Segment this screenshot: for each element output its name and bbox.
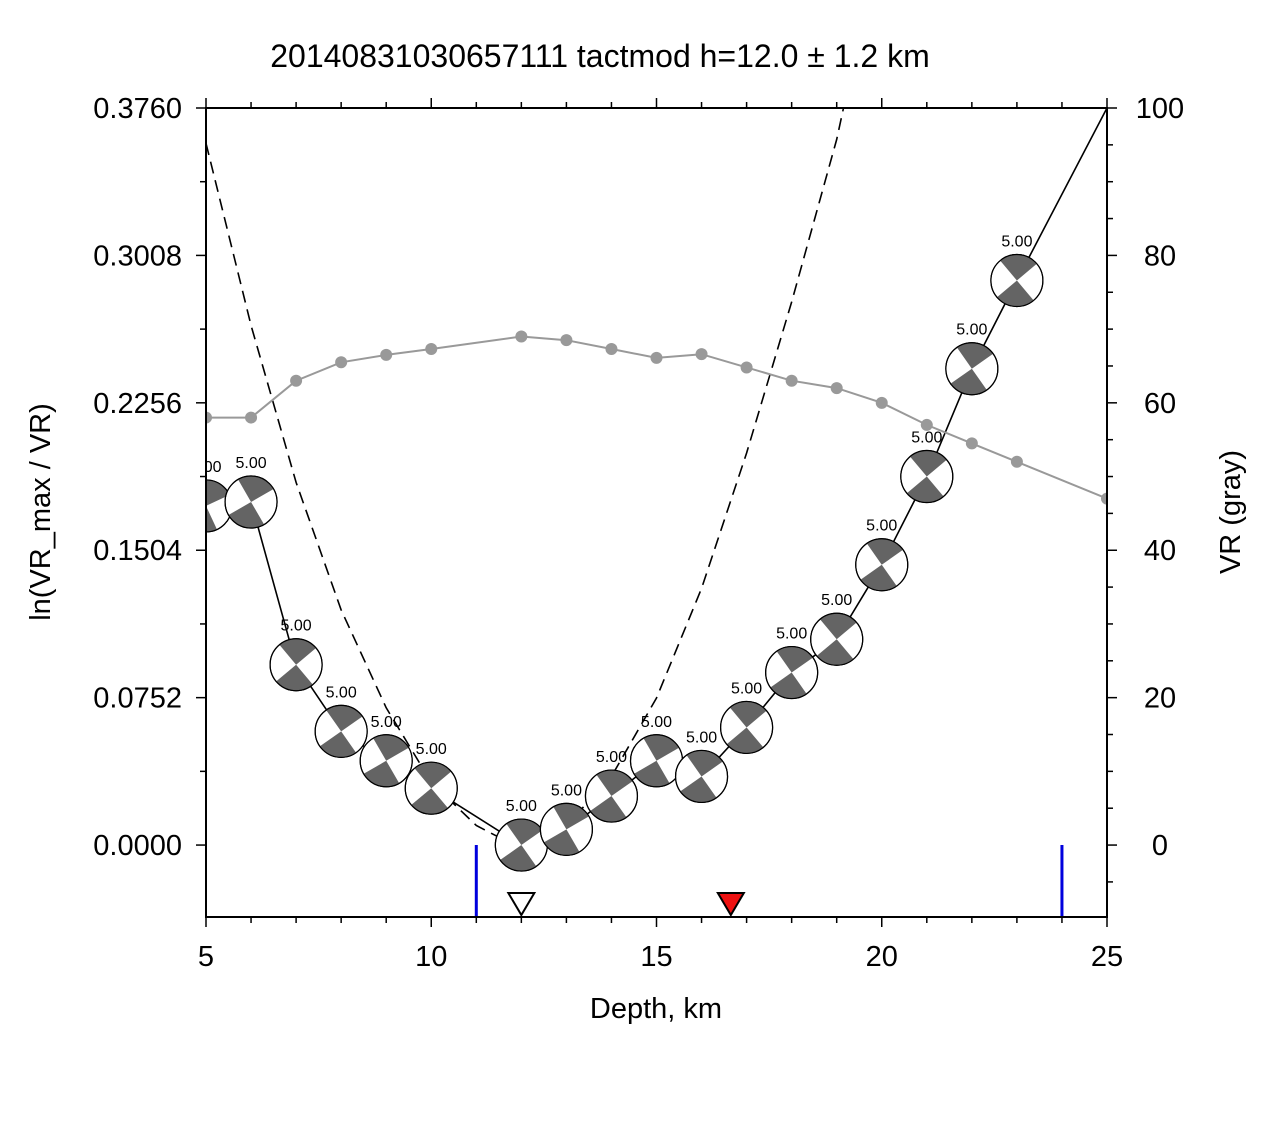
focal-mechanism: 5.00 bbox=[765, 626, 819, 700]
vr-point bbox=[425, 343, 438, 356]
vr-point bbox=[650, 351, 663, 364]
y-right-tick-label: 0 bbox=[1152, 830, 1168, 862]
x-tick-label: 15 bbox=[640, 941, 672, 973]
vr-point bbox=[605, 343, 618, 356]
vr-point bbox=[290, 374, 303, 387]
y-left-tick-label: 0.1504 bbox=[93, 535, 182, 567]
focal-mechanism: 5.00 bbox=[629, 714, 684, 788]
y-left-tick-label: 0.0752 bbox=[93, 683, 182, 715]
vr-point bbox=[920, 418, 933, 431]
vr-point bbox=[335, 356, 348, 369]
mechanism-label: 5.00 bbox=[416, 741, 447, 758]
mechanism-label: 5.00 bbox=[1001, 234, 1032, 251]
y-right-axis-label: VR (gray) bbox=[1215, 450, 1247, 574]
focal-mechanism: 5.00 bbox=[945, 322, 999, 396]
mechanism-label: 5.00 bbox=[596, 749, 627, 766]
focal-mechanism: 5.00 bbox=[494, 798, 548, 872]
focal-mechanism: 5.00 bbox=[584, 749, 639, 823]
vr-point bbox=[1010, 455, 1023, 468]
vr-point bbox=[1101, 492, 1107, 505]
y-right-tick-label: 60 bbox=[1144, 388, 1176, 420]
plot-area: 5.00 5.00 5.00 5.00 5.00 5.00 5.00 5.00 5.00 5.00… bbox=[190, 108, 1107, 872]
y-left-tick-label: 0.3008 bbox=[93, 240, 182, 272]
vr-point bbox=[515, 330, 528, 343]
vr-point bbox=[965, 437, 978, 450]
focal-mechanism: 5.00 bbox=[224, 455, 278, 529]
focal-mechanism: 5.00 bbox=[404, 741, 458, 815]
y-left-tick-label: 0.3760 bbox=[93, 93, 182, 125]
focal-mechanism: 5.00 bbox=[190, 459, 233, 533]
y-left-tick-label: 0.2256 bbox=[93, 388, 182, 420]
mechanism-label: 5.00 bbox=[641, 714, 672, 731]
x-tick-label: 10 bbox=[415, 941, 447, 973]
vr-point bbox=[785, 374, 798, 387]
focal-mechanism: 5.00 bbox=[810, 592, 864, 666]
focal-mechanism: 5.00 bbox=[719, 680, 774, 755]
focal-mechanism: 5.00 bbox=[359, 714, 413, 788]
y-left-axis-label: ln(VR_max / VR) bbox=[25, 403, 57, 621]
vr-point bbox=[830, 382, 843, 395]
mechanism-label: 5.00 bbox=[281, 618, 312, 635]
focal-mechanism: 5.00 bbox=[855, 518, 909, 592]
mechanism-label: 5.00 bbox=[551, 782, 582, 799]
focal-mechanism: 5.00 bbox=[269, 618, 323, 692]
x-tick-label: 25 bbox=[1091, 941, 1123, 973]
focal-mechanism: 5.00 bbox=[900, 430, 954, 504]
plot-frame bbox=[205, 107, 1108, 918]
y-right-tick-label: 20 bbox=[1144, 683, 1176, 715]
vr-point bbox=[245, 411, 258, 424]
y-right-tick-label: 80 bbox=[1144, 240, 1176, 272]
best-depth-marker bbox=[506, 892, 537, 917]
mechanism-label: 5.00 bbox=[776, 626, 807, 643]
centroid-depth-marker bbox=[716, 892, 746, 917]
focal-mechanism: 5.00 bbox=[674, 729, 729, 804]
focal-mechanism: 5.00 bbox=[990, 234, 1044, 308]
mechanism-label: 5.00 bbox=[821, 592, 852, 609]
mechanism-label: 5.00 bbox=[190, 459, 221, 476]
mechanism-label: 5.00 bbox=[956, 322, 987, 339]
fit-curve-line bbox=[206, 108, 845, 846]
mechanism-label: 5.00 bbox=[866, 518, 897, 535]
mechanism-label: 5.00 bbox=[911, 430, 942, 447]
y-left-tick-label: 0.0000 bbox=[93, 830, 182, 862]
mechanism-label: 5.00 bbox=[686, 729, 717, 746]
mechanism-label: 5.00 bbox=[506, 798, 537, 815]
vr-point bbox=[875, 396, 888, 409]
vr-point bbox=[560, 334, 573, 347]
focal-mechanism: 5.00 bbox=[539, 782, 594, 856]
y-right-tick-label: 40 bbox=[1144, 535, 1176, 567]
vr-point bbox=[380, 348, 393, 361]
mechanism-label: 5.00 bbox=[235, 455, 266, 472]
y-right-tick-label: 100 bbox=[1136, 93, 1184, 125]
vr-point bbox=[206, 411, 212, 424]
x-tick-label: 5 bbox=[198, 941, 214, 973]
x-axis-label: Depth, km bbox=[590, 993, 722, 1025]
x-tick-label: 20 bbox=[866, 941, 898, 973]
vr-point bbox=[695, 348, 708, 361]
focal-mechanism: 5.00 bbox=[314, 684, 368, 758]
vr-point bbox=[740, 361, 753, 374]
mechanism-label: 5.00 bbox=[731, 680, 762, 697]
mechanism-label: 5.00 bbox=[326, 684, 357, 701]
mechanism-label: 5.00 bbox=[371, 714, 402, 731]
chart-title: 20140831030657111 tactmod h=12.0 ± 1.2 k… bbox=[270, 38, 930, 74]
